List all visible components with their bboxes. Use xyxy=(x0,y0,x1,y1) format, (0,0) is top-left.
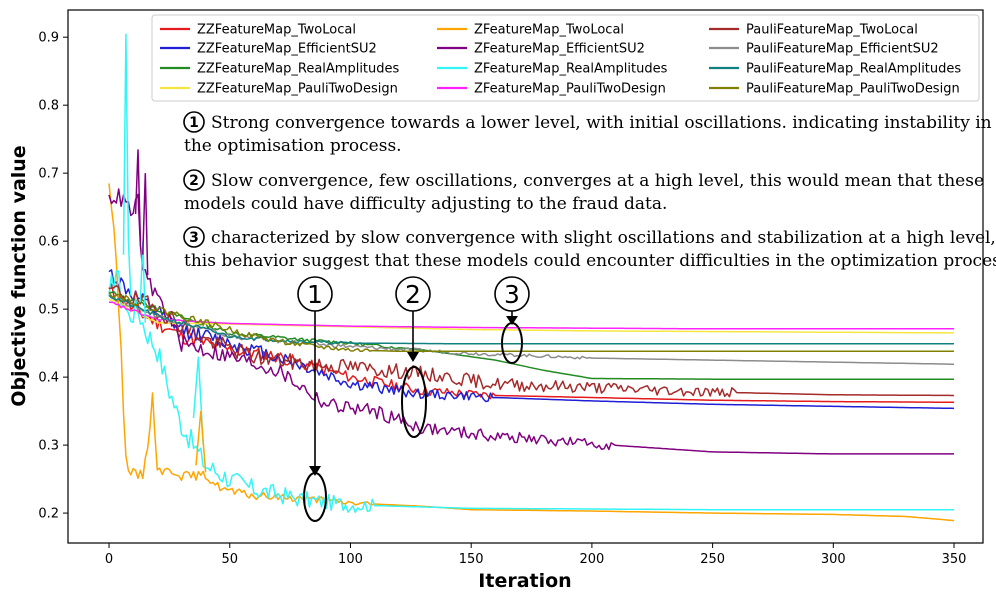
series-line-7 xyxy=(108,301,954,330)
legend-label-2: ZZFeatureMap_RealAmplitudes xyxy=(197,62,400,77)
legend-label-4: ZFeatureMap_TwoLocal xyxy=(474,23,624,38)
legend-box xyxy=(151,14,980,102)
annotation-2-line-2: models could have difficulty adjusting t… xyxy=(184,194,667,214)
legend-label-1: ZZFeatureMap_EfficientSU2 xyxy=(197,42,377,57)
marker-2-number: 2 xyxy=(405,280,421,309)
series-line-6 xyxy=(108,270,954,513)
marker-layer: 1 2 3 xyxy=(297,276,530,522)
legend-label-11: PauliFeatureMap_PauliTwoDesign xyxy=(746,82,960,97)
y-axis-title: Objective function value xyxy=(8,145,30,406)
y-tick-label-0.4: 0.4 xyxy=(38,371,59,386)
series-spike-3 xyxy=(195,411,207,473)
annotation-3-line-1: characterized by slow convergence with s… xyxy=(211,228,996,248)
series-line-10 xyxy=(108,294,954,345)
x-tick-label-250: 250 xyxy=(700,552,725,567)
marker-3-ellipse xyxy=(501,322,523,364)
legend-label-7: ZFeatureMap_PauliTwoDesign xyxy=(474,82,666,97)
legend-label-9: PauliFeatureMap_EfficientSU2 xyxy=(746,42,939,57)
marker-3-number: 3 xyxy=(504,280,520,309)
legend-label-10: PauliFeatureMap_RealAmplitudes xyxy=(746,62,961,77)
y-tick-label-0.8: 0.8 xyxy=(38,99,59,114)
x-axis-title: Iteration xyxy=(478,570,571,592)
marker-3-arrowhead xyxy=(506,316,518,325)
marker-1-ellipse xyxy=(303,472,327,522)
x-tick-label-350: 350 xyxy=(942,552,967,567)
annotation-1-line-1: Strong convergence towards a lower level… xyxy=(211,113,992,133)
series-line-5 xyxy=(108,188,954,455)
x-tick-label-100: 100 xyxy=(338,552,363,567)
legend-label-0: ZZFeatureMap_TwoLocal xyxy=(197,23,356,38)
series-line-8 xyxy=(108,284,954,398)
series-spike-0 xyxy=(122,33,132,296)
series-line-11 xyxy=(108,291,954,353)
x-tick-label-0: 0 xyxy=(105,552,113,567)
legend-label-6: ZFeatureMap_RealAmplitudes xyxy=(474,62,668,77)
annotation-3-badge xyxy=(183,226,205,248)
y-tick-label-0.5: 0.5 xyxy=(38,303,59,318)
y-tick-label-0.2: 0.2 xyxy=(38,507,59,522)
x-tick-label-150: 150 xyxy=(459,552,484,567)
x-tick-label-300: 300 xyxy=(821,552,846,567)
axes-layer: 0 50 100 150 200 250 300 350 0.2 0.3 0.4 0.5 0.6 0.7 0… xyxy=(38,31,966,567)
x-tick-label-50: 50 xyxy=(221,552,238,567)
marker-2-arrowhead xyxy=(407,352,419,362)
x-tick-label-200: 200 xyxy=(579,552,604,567)
marker-2-ellipse xyxy=(401,366,427,438)
annotation-2-line-1: Slow convergence, few oscillations, conv… xyxy=(211,171,984,191)
annotation-3-number: 3 xyxy=(189,230,199,246)
series-line-4 xyxy=(108,183,955,522)
legend-label-5: ZFeatureMap_EfficientSU2 xyxy=(474,42,645,57)
series-spike-4 xyxy=(134,149,142,242)
y-tick-label-0.7: 0.7 xyxy=(38,167,59,182)
annotations: 1 Strong convergence towards a lower lev… xyxy=(183,111,996,271)
y-tick-label-0.9: 0.9 xyxy=(38,31,59,46)
y-tick-label-0.3: 0.3 xyxy=(38,439,59,454)
legend-label-8: PauliFeatureMap_TwoLocal xyxy=(746,23,918,38)
series-spike-5 xyxy=(142,173,149,276)
annotation-1-number: 1 xyxy=(189,115,199,131)
annotation-1-line-2: the optimisation process. xyxy=(184,136,402,156)
series-line-9 xyxy=(108,294,954,365)
annotation-2-badge xyxy=(183,169,205,191)
legend: ZZFeatureMap_TwoLocal ZZFeatureMap_Effici… xyxy=(151,14,980,102)
marker-1-arrowhead xyxy=(309,466,321,476)
legend-label-3: ZZFeatureMap_PauliTwoDesign xyxy=(197,82,398,97)
annotation-2-number: 2 xyxy=(189,173,199,189)
annotation-1-badge xyxy=(183,111,205,133)
annotation-3-line-2: this behavior suggest that these models … xyxy=(184,251,996,271)
y-tick-label-0.6: 0.6 xyxy=(38,235,59,250)
marker-1-number: 1 xyxy=(307,280,323,309)
series-layer xyxy=(108,33,955,522)
